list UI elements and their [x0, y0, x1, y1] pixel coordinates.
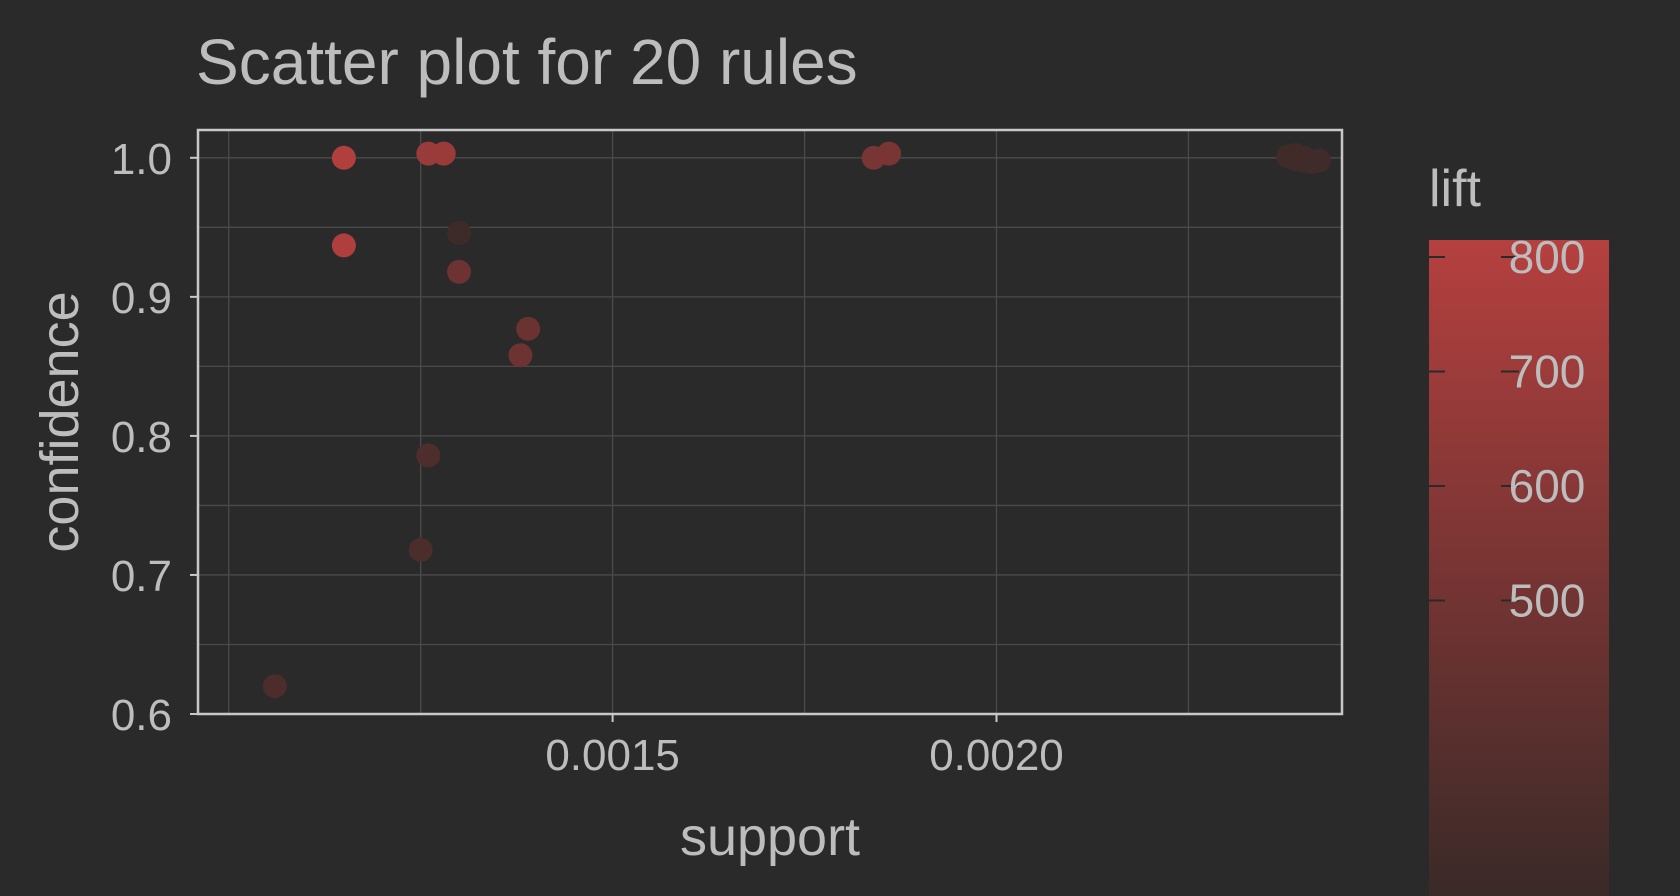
- data-point: [877, 141, 902, 166]
- legend-tick-label: 700: [1509, 346, 1586, 398]
- axes: 0.6 0.7 0.8 0.9 1.0 0.0015 0.0020: [111, 135, 1064, 780]
- y-tick-label: 0.6: [111, 691, 172, 740]
- data-point: [447, 220, 472, 245]
- data-point: [508, 343, 533, 368]
- color-legend: lift 800 700 600 500: [1429, 160, 1609, 896]
- y-tick-label: 0.9: [111, 274, 172, 323]
- legend-colorbar: [1429, 240, 1609, 896]
- legend-tick-label: 500: [1509, 575, 1586, 627]
- x-tick-label: 0.0015: [545, 731, 680, 780]
- data-points: [262, 141, 1331, 699]
- legend-tick-label: 800: [1509, 231, 1586, 283]
- data-point: [262, 674, 287, 699]
- data-point: [1283, 143, 1308, 168]
- x-tick-label: 0.0020: [929, 731, 1064, 780]
- data-point: [408, 537, 433, 562]
- data-point: [331, 233, 356, 258]
- chart-title: Scatter plot for 20 rules: [196, 26, 858, 98]
- legend-title: lift: [1429, 160, 1482, 218]
- y-tick-label: 0.7: [111, 552, 172, 601]
- data-point: [1306, 148, 1331, 173]
- x-axis-label: support: [680, 807, 860, 867]
- y-tick-label: 1.0: [111, 135, 172, 184]
- legend-tick-label: 600: [1509, 460, 1586, 512]
- grid: [198, 130, 1342, 715]
- data-point: [416, 443, 441, 468]
- plot-panel: [196, 128, 1344, 716]
- data-point: [447, 259, 472, 284]
- data-point: [331, 145, 356, 170]
- y-axis-label: confidence: [30, 291, 90, 552]
- data-point: [516, 316, 541, 341]
- y-tick-label: 0.8: [111, 413, 172, 462]
- data-point: [431, 141, 456, 166]
